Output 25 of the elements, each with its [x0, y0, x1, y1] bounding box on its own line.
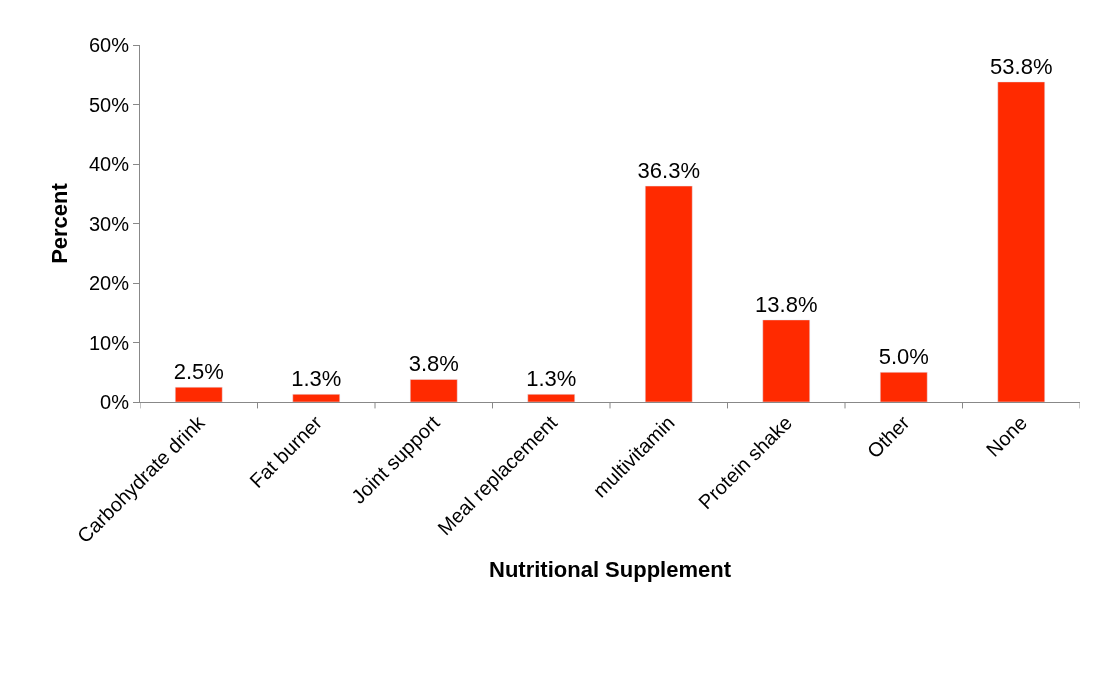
data-label: 3.8%	[408, 351, 459, 377]
data-label: 13.8%	[755, 291, 818, 317]
data-label: 2.5%	[173, 359, 224, 385]
y-tick-label: 50%	[88, 93, 130, 116]
data-label: 36.3%	[637, 158, 700, 184]
y-tick-label: 60%	[88, 34, 130, 56]
y-tick-label: 0%	[100, 391, 130, 413]
bar	[527, 394, 575, 402]
bar	[762, 319, 810, 402]
bar	[410, 379, 458, 402]
data-label: 1.3%	[526, 366, 577, 392]
bar	[292, 394, 340, 402]
bar	[880, 372, 928, 402]
bar	[997, 81, 1045, 402]
y-tick-label: 30%	[88, 212, 130, 235]
data-label: 1.3%	[291, 366, 342, 392]
bar	[175, 386, 223, 402]
data-label: 53.8%	[990, 53, 1053, 79]
x-axis-title: Nutritional Supplement	[489, 557, 732, 583]
y-tick-label: 20%	[88, 272, 130, 294]
data-label: 5.0%	[878, 344, 929, 370]
y-axis-title: Percent	[46, 182, 72, 264]
y-tick-label: 10%	[88, 331, 130, 354]
y-tick-label: 40%	[88, 153, 130, 175]
bar	[645, 185, 693, 402]
